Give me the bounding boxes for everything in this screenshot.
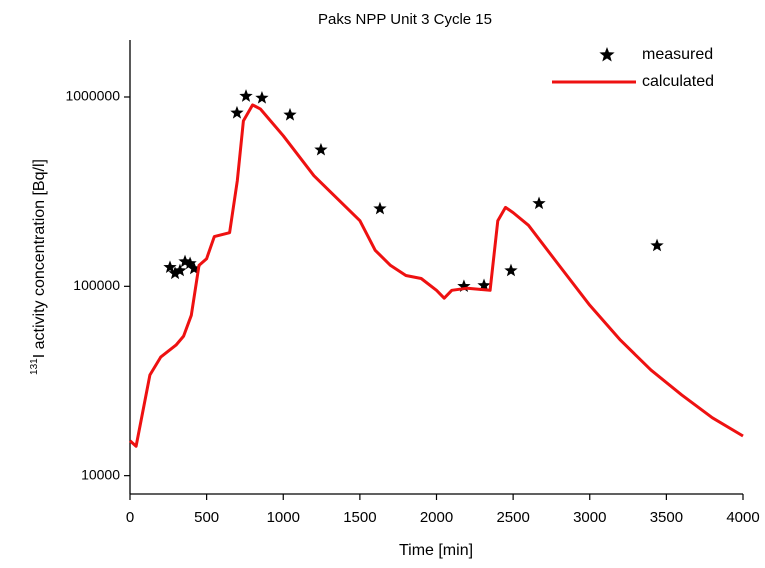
marker	[532, 196, 546, 210]
y-axis-label-sup: 131	[29, 358, 40, 375]
legend-label: measured	[642, 46, 713, 63]
x-tick-label: 4000	[726, 509, 759, 526]
y-tick-label: 1000000	[65, 88, 120, 104]
marker	[650, 238, 664, 252]
x-tick-label: 1000	[267, 509, 300, 526]
x-axis-label: Time [min]	[399, 542, 473, 559]
x-tick-label: 1500	[343, 509, 376, 526]
x-tick-label: 3500	[650, 509, 683, 526]
marker	[239, 89, 253, 102]
marker	[178, 254, 192, 268]
marker	[230, 105, 244, 119]
marker	[283, 107, 297, 121]
chart-title: Paks NPP Unit 3 Cycle 15	[318, 11, 492, 28]
marker	[373, 201, 387, 215]
marker	[457, 279, 471, 292]
y-tick-label: 100000	[73, 277, 120, 293]
line	[128, 103, 744, 448]
y-axis-label-main: I activity concentration [Bq/l]	[31, 159, 48, 358]
marker	[477, 278, 491, 292]
marker	[173, 263, 187, 277]
legend-label: calculated	[642, 73, 714, 90]
marker	[168, 266, 182, 280]
y-axis-label: 131I activity concentration [Bq/l]	[29, 159, 49, 375]
marker	[314, 142, 328, 156]
marker	[183, 256, 197, 270]
y-tick-label: 10000	[81, 466, 120, 482]
marker	[187, 261, 201, 275]
marker	[504, 263, 518, 277]
legend-marker	[599, 47, 615, 62]
x-tick-label: 3000	[573, 509, 606, 526]
x-tick-label: 2500	[496, 509, 529, 526]
marker	[163, 260, 177, 273]
x-tick-label: 500	[194, 509, 219, 526]
marker	[255, 90, 269, 104]
x-tick-label: 0	[126, 509, 134, 526]
x-tick-label: 2000	[420, 509, 453, 526]
